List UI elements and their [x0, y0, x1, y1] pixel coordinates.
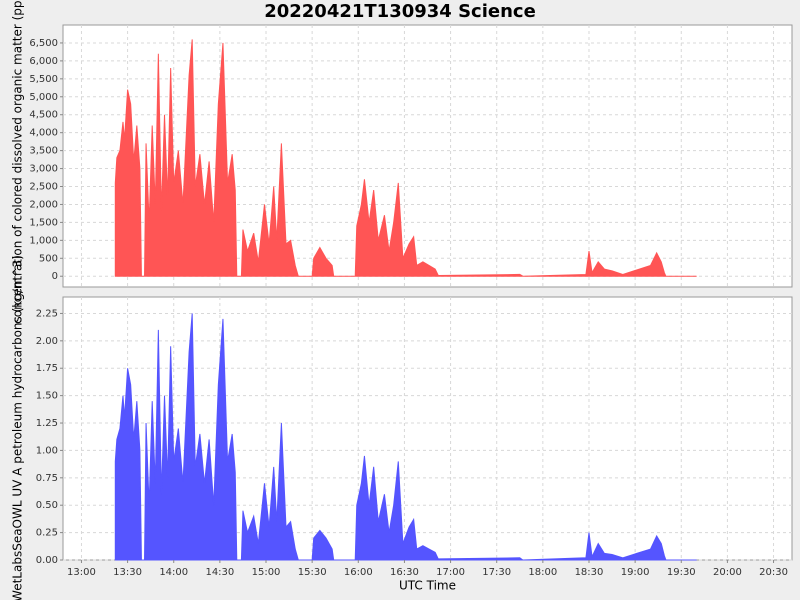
y-tick-label: 5,500 [29, 74, 58, 85]
x-tick-label: 16:30 [390, 567, 419, 578]
y-tick-label: 4,500 [29, 110, 58, 121]
y-tick-label: 1.50 [36, 391, 58, 402]
area [114, 39, 697, 277]
y-tick-label: 500 [39, 253, 58, 264]
y-axis-label: concentration of colored dissolved organ… [11, 0, 25, 324]
x-tick-label: 17:00 [436, 567, 465, 578]
y-tick-label: 6,500 [29, 38, 58, 49]
y-tick-label: 4,000 [29, 128, 58, 139]
y-tick-label: 5,000 [29, 92, 58, 103]
y-tick-label: 1.00 [36, 445, 58, 456]
x-axis-label: UTC Time [399, 579, 456, 593]
x-tick-label: 18:30 [575, 567, 604, 578]
y-tick-label: 0.25 [36, 528, 58, 539]
y-tick-label: 6,000 [29, 56, 58, 67]
y-tick-label: 0 [52, 271, 58, 282]
y-tick-label: 3,000 [29, 164, 58, 175]
y-tick-label: 3,500 [29, 146, 58, 157]
y-tick-label: 1,500 [29, 217, 58, 228]
y-tick-label: 1,000 [29, 235, 58, 246]
y-tick-label: 2,500 [29, 182, 58, 193]
x-tick-label: 13:00 [67, 567, 96, 578]
x-tick-label: 20:00 [713, 567, 742, 578]
y-tick-label: 2,000 [29, 199, 58, 210]
y-tick-label: 2.25 [36, 308, 58, 319]
y-tick-label: 1.75 [36, 363, 58, 374]
x-tick-label: 14:30 [205, 567, 234, 578]
x-tick-label: 18:00 [528, 567, 557, 578]
x-tick-label: 19:30 [667, 567, 696, 578]
x-tick-label: 14:00 [159, 567, 188, 578]
x-tick-label: 17:30 [482, 567, 511, 578]
y-tick-label: 0.50 [36, 500, 58, 511]
y-tick-label: 2.00 [36, 336, 58, 347]
y-axis-label: WetLabsSeaOWL UV A petroleum hydrocarbon… [11, 255, 25, 600]
area [114, 313, 697, 561]
chart-title: 20220421T130934 Science [264, 1, 536, 22]
x-tick-label: 19:00 [621, 567, 650, 578]
y-tick-label: 0.00 [36, 555, 58, 566]
x-tick-label: 13:30 [113, 567, 142, 578]
x-tick-label: 20:30 [759, 567, 788, 578]
x-tick-label: 15:00 [252, 567, 281, 578]
y-tick-label: 1.25 [36, 418, 58, 429]
y-tick-label: 0.75 [36, 473, 58, 484]
x-tick-label: 15:30 [298, 567, 327, 578]
x-tick-label: 16:00 [344, 567, 373, 578]
